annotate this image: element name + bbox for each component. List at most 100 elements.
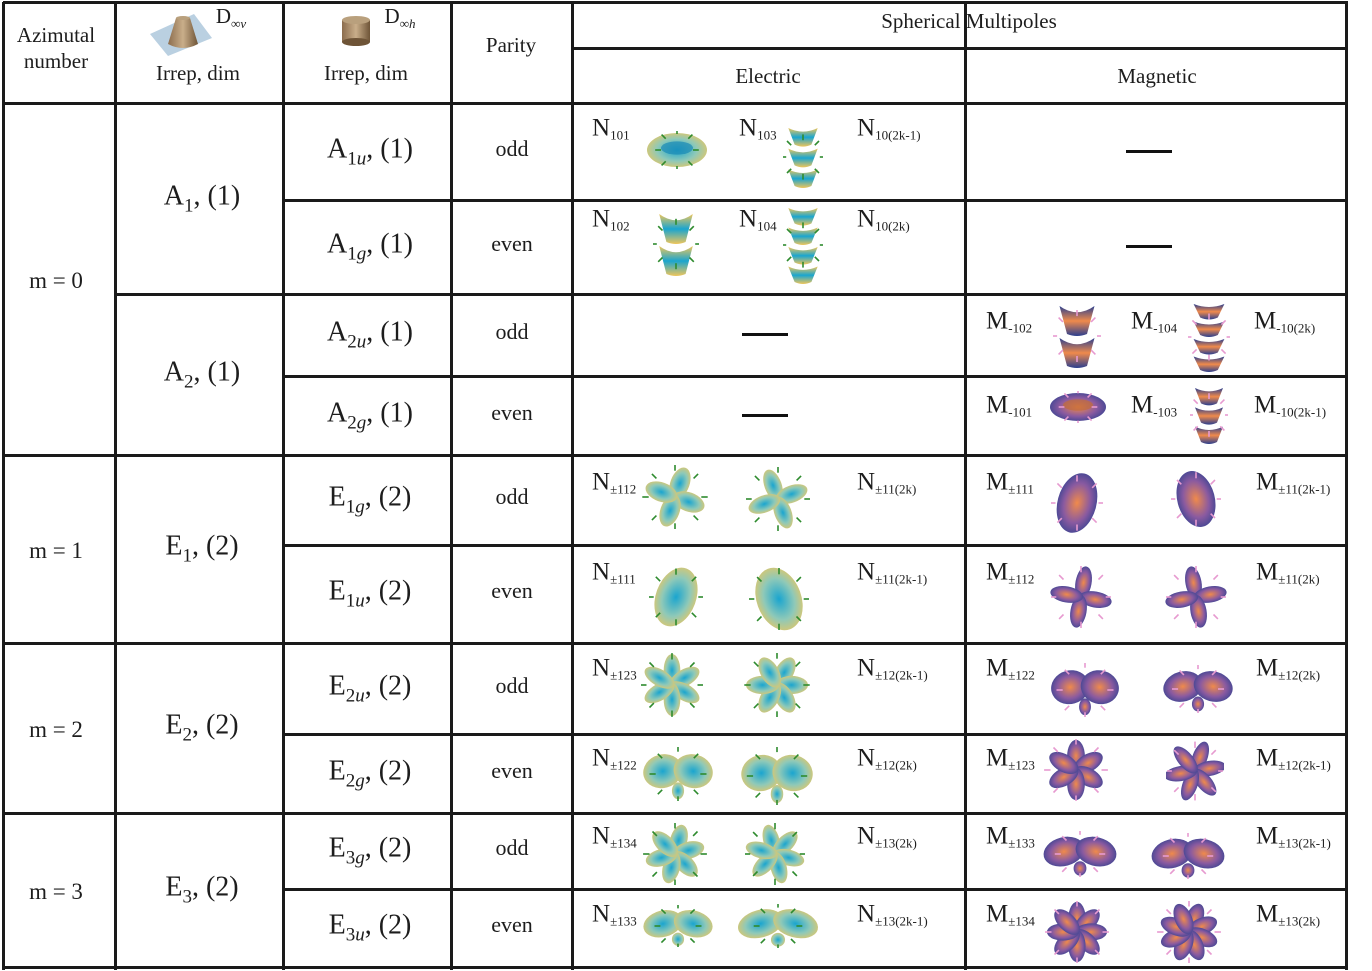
parity-4: odd — [495, 484, 529, 509]
dv-irrep-4: E3, (2) — [165, 871, 239, 908]
magnetic-multipole-plot-6-1 — [1160, 664, 1236, 719]
dh-irrep-0: A1u, (1) — [327, 133, 413, 169]
electric-label-5-1: N±11(2k-1) — [857, 558, 928, 587]
magnetic-label-7-0: M±123 — [986, 744, 1035, 773]
azimuthal-header: Azimutal number — [16, 23, 96, 73]
magnetic-multipole-plot-9-1 — [1156, 900, 1222, 969]
dh-irrep-4: E1g, (2) — [328, 481, 412, 518]
magnetic-label-2-0: M-102 — [986, 307, 1033, 336]
magnetic-multipole-plot-9-0 — [1044, 900, 1110, 969]
magnetic-label-8-1: M±13(2k-1) — [1256, 822, 1331, 851]
grid-vline-2 — [282, 2, 285, 970]
dh-irrep-5: E1u, (2) — [328, 575, 412, 612]
electric-label-9-1: N±13(2k-1) — [857, 900, 928, 929]
grid-m-split-1 — [3, 642, 1348, 645]
dh-irrep-7: E2g, (2) — [328, 755, 412, 791]
electric-multipole-plot-0-1 — [782, 126, 824, 193]
grid-row-split-4 — [283, 888, 1348, 891]
grid-vline-0 — [2, 2, 5, 970]
electric-header: Electric — [735, 64, 801, 88]
grid-row-split-0 — [283, 199, 1348, 202]
magnetic-label-8-0: M±133 — [986, 822, 1035, 851]
magnetic-multipole-plot-5-1 — [1165, 564, 1227, 635]
parity-header: Parity — [485, 33, 537, 57]
magnetic-multipole-plot-3-0 — [1048, 390, 1108, 429]
magnetic-label-5-1: M±11(2k) — [1256, 558, 1320, 587]
grid-row-split-1 — [283, 375, 1348, 378]
electric-label-6-0: N±123 — [592, 654, 637, 683]
magnetic-label-3-0: M-101 — [986, 391, 1033, 420]
magnetic-multipole-plot-2-1 — [1187, 302, 1231, 377]
grid-m-split-0 — [3, 454, 1348, 457]
grid-row-split-2 — [283, 544, 1348, 547]
magnetic-label-2-2: M-10(2k) — [1254, 307, 1316, 336]
dh-irrep-8: E3g, (2) — [328, 832, 412, 869]
parity-3: even — [491, 399, 533, 425]
cylinder-icon — [340, 14, 372, 53]
magnetic-label-3-1: M-103 — [1131, 391, 1178, 420]
grid-row-split-3 — [283, 733, 1348, 736]
dh-irrep-3: A2g, (1) — [327, 397, 413, 433]
grid-m-split-2 — [3, 812, 1348, 815]
electric-multipole-plot-7-0 — [640, 746, 716, 807]
grid-header-split — [572, 47, 1348, 50]
dash-icon — [742, 413, 788, 417]
dv-irrep-3: E2, (2) — [165, 709, 239, 746]
grid-vline-1 — [114, 2, 117, 970]
grid-vline-4 — [571, 2, 574, 970]
magnetic-header: Magnetic — [1117, 64, 1197, 88]
dh-group-label: D∞h — [384, 3, 416, 32]
parity-9: even — [491, 912, 533, 937]
parity-6: odd — [495, 672, 529, 698]
grid-vline-3 — [450, 2, 453, 970]
parity-2: odd — [495, 319, 529, 344]
grid-header-bottom — [3, 102, 1348, 105]
electric-label-8-0: N±134 — [592, 822, 637, 851]
magnetic-multipole-plot-7-1 — [1164, 738, 1226, 809]
azimuthal-number-0: m = 0 — [29, 268, 83, 293]
electric-multipole-plot-1-1 — [782, 206, 824, 289]
magnetic-label-7-1: M±12(2k-1) — [1256, 744, 1331, 773]
dv-group-label: D∞v — [215, 3, 247, 32]
magnetic-multipole-plot-7-0 — [1042, 738, 1110, 807]
magnetic-multipole-plot-5-0 — [1050, 564, 1112, 635]
electric-label-7-0: N±122 — [592, 744, 637, 773]
magnetic-label-9-0: M±134 — [986, 900, 1035, 929]
grid-irrep-split — [115, 293, 1348, 296]
parity-0: odd — [495, 135, 529, 161]
electric-multipole-plot-1-0 — [652, 212, 700, 281]
magnetic-label-3-2: M-10(2k-1) — [1254, 391, 1327, 420]
grid-vline-6 — [1345, 2, 1348, 970]
electric-multipole-plot-8-1 — [744, 822, 806, 891]
parity-8: odd — [495, 835, 529, 860]
grid-top — [3, 1, 1348, 4]
dh-irrep-2: A2u, (1) — [327, 316, 413, 353]
dash-icon — [1126, 245, 1172, 248]
dh-irrep-6: E2u, (2) — [328, 670, 412, 706]
electric-label-1-2: N10(2k) — [857, 205, 910, 234]
dv-irrep-1: A2, (1) — [163, 356, 241, 392]
magnetic-multipole-plot-6-0 — [1048, 662, 1122, 723]
cone-icon — [148, 12, 214, 61]
electric-label-0-2: N10(2k-1) — [857, 114, 921, 143]
magnetic-label-4-0: M±111 — [986, 468, 1034, 497]
parity-7: even — [491, 757, 533, 783]
dv-irrep-0: A1, (1) — [163, 180, 241, 216]
magnetic-label-5-0: M±112 — [986, 558, 1035, 587]
magnetic-label-6-1: M±12(2k) — [1256, 654, 1321, 683]
spherical-multipoles-header: Spherical Multipoles — [881, 9, 1057, 33]
magnetic-label-6-0: M±122 — [986, 654, 1035, 683]
parity-1: even — [491, 231, 533, 256]
electric-label-4-0: N±112 — [592, 468, 637, 497]
electric-multipole-plot-5-1 — [748, 564, 810, 639]
electric-multipole-plot-6-1 — [742, 652, 812, 723]
magnetic-multipole-plot-2-0 — [1052, 304, 1102, 373]
dv-irrep-2: E1, (2) — [165, 530, 239, 567]
electric-label-0-0: N101 — [592, 114, 630, 143]
electric-multipole-plot-9-1 — [734, 903, 822, 954]
magnetic-multipole-plot-8-0 — [1040, 830, 1120, 883]
grid-bottom — [3, 966, 1348, 969]
magnetic-label-4-1: M±11(2k-1) — [1256, 468, 1331, 497]
azimuthal-number-3: m = 3 — [29, 879, 83, 904]
dv-irrep-caption: Irrep, dim — [156, 61, 240, 85]
